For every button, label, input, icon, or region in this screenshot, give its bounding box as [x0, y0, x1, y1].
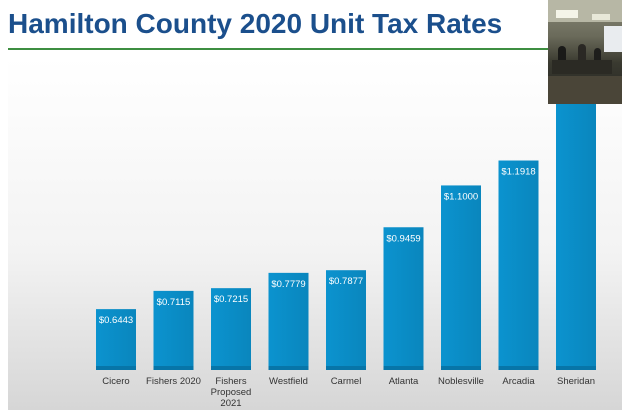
bar-base-shade [556, 366, 596, 370]
data-label: $0.7877 [329, 276, 363, 287]
category-label: Westfield [269, 376, 308, 387]
category-label: Sheridan [557, 376, 595, 387]
video-wall-screen [604, 26, 622, 52]
data-label: $1.1000 [444, 191, 478, 202]
bar-westfield [268, 272, 309, 370]
bar-base-shade [383, 366, 424, 370]
category-label: Cicero [102, 376, 129, 387]
bar-base-shade [153, 366, 194, 370]
chart-panel: $0.6443 Cicero $0.7115 Fishers 2020 $0.7215 F… [8, 58, 622, 410]
video-person [578, 44, 586, 60]
bar-base-shade [96, 366, 136, 370]
data-label: $0.7779 [271, 279, 305, 290]
bar-fishers-proposed-2021 [211, 288, 251, 370]
video-table [552, 60, 612, 74]
category-label: Fishers 2020 [146, 376, 201, 387]
video-person [594, 48, 601, 60]
bar-arcadia [498, 160, 539, 370]
bar-noblesville [441, 185, 481, 370]
category-label: Atlanta [389, 376, 419, 387]
bar-carmel [326, 270, 366, 370]
category-label: Carmel [331, 376, 362, 387]
video-person [558, 46, 566, 60]
bar-base-shade [326, 366, 366, 370]
bar-fishers-2020 [153, 290, 194, 370]
data-label: $1.1918 [501, 167, 535, 178]
data-label: $0.9459 [386, 233, 420, 244]
tax-rate-bar-chart: $0.6443 Cicero $0.7115 Fishers 2020 $0.7215 F… [96, 104, 596, 409]
data-label: $0.6443 [99, 315, 133, 326]
bar-base-shade [441, 366, 481, 370]
video-ceiling-light [556, 10, 578, 18]
category-label: Noblesville [438, 376, 484, 387]
bar-base-shade [211, 366, 251, 370]
video-floor [548, 76, 622, 104]
title-divider [8, 48, 548, 50]
slide-title: Hamilton County 2020 Unit Tax Rates [8, 8, 503, 39]
video-ceiling-light [592, 14, 610, 20]
data-label: $0.7115 [157, 297, 191, 308]
bar-base-shade [498, 366, 539, 370]
bar-atlanta [383, 227, 424, 370]
webcam-video-thumbnail [548, 0, 622, 104]
category-label: Arcadia [502, 376, 535, 387]
data-label: $0.7215 [214, 294, 248, 305]
category-label: Fishers Proposed 2021 [211, 376, 252, 409]
bar-cicero [96, 309, 136, 370]
bar-sheridan [556, 104, 596, 370]
bar-base-shade [268, 366, 309, 370]
